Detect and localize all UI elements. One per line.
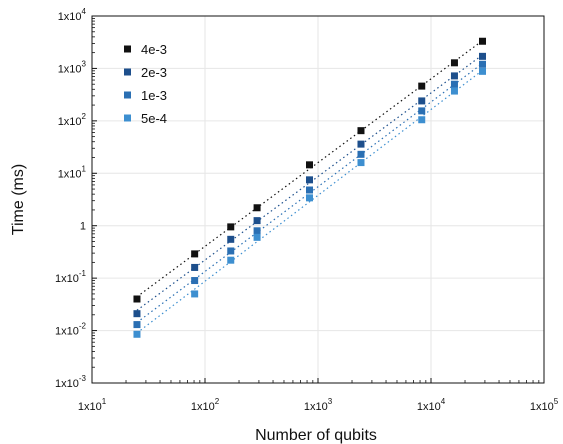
y-tick-exponent: 1 <box>82 164 87 173</box>
marker-series-0 <box>227 223 235 231</box>
y-tick-label: 1x101 <box>58 164 87 180</box>
legend-swatch <box>124 91 131 99</box>
marker-series-1 <box>357 140 365 148</box>
x-tick-label: 1x103 <box>304 397 333 413</box>
marker-series-1 <box>479 52 487 60</box>
y-tick-exponent: 2 <box>82 112 87 121</box>
marker-series-3 <box>357 159 365 167</box>
y-tick-exponent: 3 <box>82 59 87 68</box>
marker-series-0 <box>418 82 426 90</box>
legend-swatch <box>124 45 131 53</box>
legend-swatch <box>124 68 131 76</box>
marker-series-2 <box>450 80 458 88</box>
marker-series-2 <box>133 321 141 329</box>
marker-series-0 <box>357 127 365 135</box>
y-tick-label: 1x10-3 <box>55 374 87 390</box>
y-tick-exponent: -1 <box>79 269 87 278</box>
legend-label: 5e-4 <box>141 111 167 126</box>
legend-swatch <box>124 114 131 122</box>
x-tick-exponent: 4 <box>441 397 446 406</box>
y-tick-label: 1 <box>80 221 86 233</box>
y-tick-label: 1x104 <box>58 7 87 23</box>
marker-series-1 <box>191 263 199 271</box>
marker-series-1 <box>253 217 261 225</box>
y-axis-title: Time (ms) <box>10 164 27 235</box>
marker-series-0 <box>306 161 314 169</box>
y-tick-exponent: 4 <box>82 7 87 16</box>
legend-label: 2e-3 <box>141 65 167 80</box>
grid-lines <box>92 16 544 383</box>
marker-series-1 <box>227 235 235 243</box>
marker-series-1 <box>418 97 426 105</box>
marker-series-0 <box>450 59 458 67</box>
marker-series-2 <box>418 107 426 115</box>
marker-series-1 <box>450 72 458 80</box>
marker-series-2 <box>306 186 314 194</box>
marker-series-3 <box>306 194 314 202</box>
legend-label: 4e-3 <box>141 42 167 57</box>
x-tick-exponent: 1 <box>102 397 107 406</box>
marker-series-1 <box>133 310 141 318</box>
marker-series-2 <box>191 277 199 285</box>
x-tick-label: 1x104 <box>417 397 446 413</box>
marker-series-3 <box>479 67 487 75</box>
y-tick-exponent: -2 <box>79 322 87 331</box>
marker-series-3 <box>227 256 235 264</box>
marker-series-2 <box>227 247 235 255</box>
marker-series-1 <box>306 176 314 184</box>
data-markers <box>133 37 487 338</box>
marker-series-0 <box>253 204 261 212</box>
x-axis-title: Number of qubits <box>255 427 377 444</box>
marker-series-0 <box>191 250 199 258</box>
marker-series-0 <box>133 295 141 303</box>
x-tick-label: 1x102 <box>191 397 220 413</box>
marker-series-3 <box>191 290 199 298</box>
marker-series-3 <box>450 87 458 95</box>
legend: 4e-3 2e-3 1e-3 5e-4 <box>124 42 167 126</box>
x-tick-label: 1x101 <box>78 397 107 413</box>
trend-line-3 <box>136 69 483 334</box>
y-tick-label: 1x103 <box>58 59 87 75</box>
marker-series-2 <box>479 60 487 68</box>
marker-series-3 <box>253 233 261 241</box>
marker-series-3 <box>418 116 426 124</box>
y-tick-label: 1x10-1 <box>55 269 87 285</box>
legend-label: 1e-3 <box>141 88 167 103</box>
x-tick-exponent: 5 <box>554 397 559 406</box>
y-tick-label: 1x10-2 <box>55 322 87 338</box>
x-axis-ticks: 1x101 1x102 1x103 1x104 1x105 <box>78 378 559 413</box>
trend-lines <box>136 40 483 334</box>
y-tick-label: 1x102 <box>58 112 87 128</box>
marker-series-0 <box>479 37 487 45</box>
x-tick-exponent: 2 <box>215 397 220 406</box>
x-tick-exponent: 3 <box>328 397 333 406</box>
x-tick-label: 1x105 <box>530 397 559 413</box>
marker-series-3 <box>133 330 141 338</box>
y-tick-exponent: -3 <box>79 374 87 383</box>
marker-series-2 <box>357 150 365 158</box>
marker-series-2 <box>253 227 261 235</box>
